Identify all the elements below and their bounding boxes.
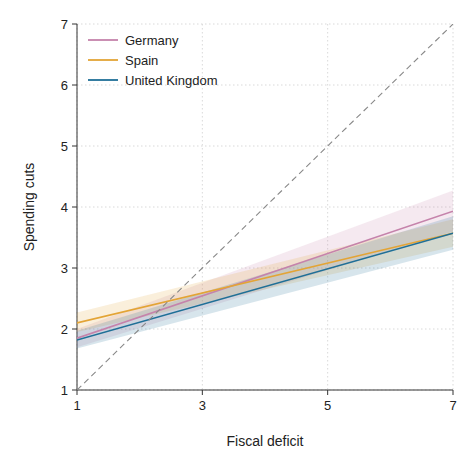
x-tick (202, 390, 203, 395)
x-tick-label: 5 (324, 398, 331, 413)
legend-swatch (88, 39, 118, 41)
series-line (77, 233, 453, 340)
legend-label: Germany (125, 33, 179, 48)
grid-line-y (77, 146, 453, 147)
y-tick-label: 2 (61, 322, 68, 337)
x-axis-title: Fiscal deficit (226, 433, 303, 449)
legend-label: Spain (125, 53, 158, 68)
series-line (77, 211, 453, 338)
y-axis-title: Spending cuts (21, 163, 37, 252)
y-tick-label: 3 (61, 261, 68, 276)
x-axis (77, 390, 453, 391)
chart: 1 2 3 4 5 6 7 1 3 5 7 Fiscal deficit Spending cuts Ge… (0, 0, 474, 474)
x-tick (77, 390, 78, 395)
y-tick-label: 7 (61, 17, 68, 32)
x-tick (453, 390, 454, 395)
confidence-band (77, 216, 453, 348)
legend-swatch (88, 79, 118, 81)
y-tick-label: 1 (61, 383, 68, 398)
x-tick-label: 7 (449, 398, 456, 413)
grid-line-x (327, 24, 328, 390)
plot-area (77, 24, 453, 390)
x-tick (327, 390, 328, 395)
x-tick-label: 1 (73, 398, 80, 413)
legend-swatch (88, 59, 118, 61)
y-tick-label: 5 (61, 139, 68, 154)
y-tick (72, 329, 77, 330)
legend-label: United Kingdom (125, 73, 218, 88)
reference-line (77, 24, 453, 390)
grid-line-y (77, 390, 453, 391)
y-tick-label: 6 (61, 78, 68, 93)
y-tick (72, 268, 77, 269)
y-tick (72, 24, 77, 25)
y-tick (72, 390, 77, 391)
series-line (77, 233, 453, 323)
y-tick (72, 85, 77, 86)
y-tick (72, 146, 77, 147)
x-tick-label: 3 (199, 398, 206, 413)
y-tick-label: 4 (61, 200, 68, 215)
grid-line-y (77, 24, 453, 25)
y-tick (72, 207, 77, 208)
confidence-band (77, 191, 453, 348)
